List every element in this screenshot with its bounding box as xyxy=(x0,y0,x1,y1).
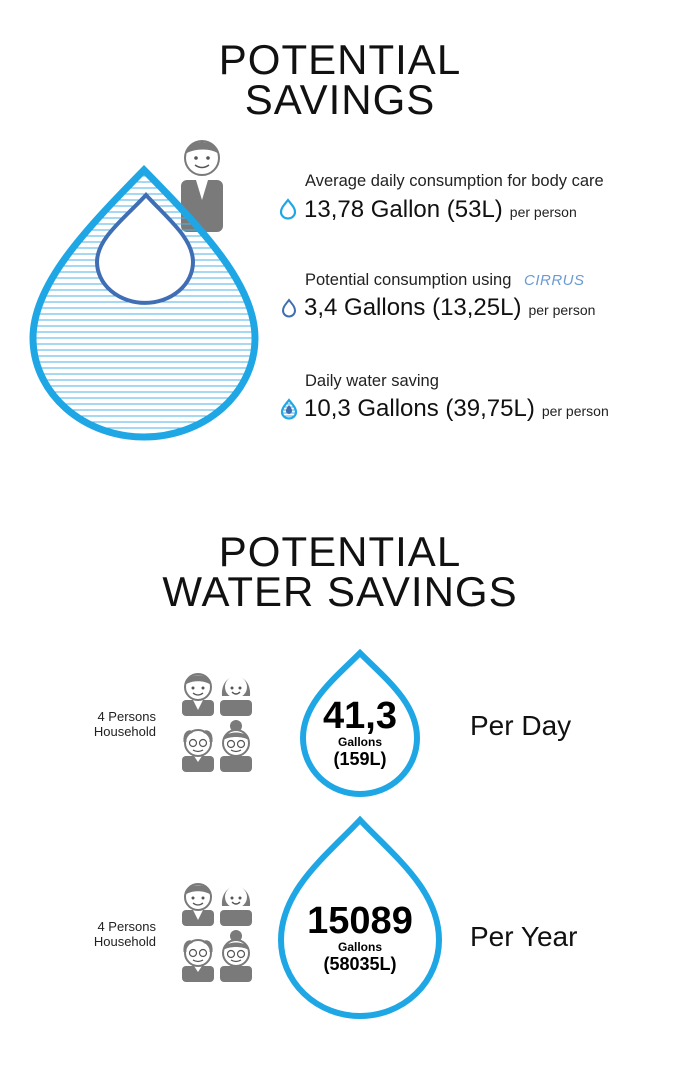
per-day-drop xyxy=(297,648,423,798)
grandfather-icon xyxy=(182,729,214,772)
stat-caption-saving: Daily water saving xyxy=(305,372,439,390)
grandfather-icon xyxy=(182,939,214,982)
stat-unit: per person xyxy=(528,302,596,318)
stat-value-potential: 3,4 Gallons (13,25L) per person xyxy=(304,294,595,322)
stat-value-text: 3,4 Gallons (13,25L) xyxy=(304,294,522,321)
amount-liters: (58035L) xyxy=(323,954,397,974)
household-line: Household xyxy=(93,934,156,949)
stat-value-average: 13,78 Gallon (53L) per person xyxy=(304,196,577,224)
stat-caption-potential: Potential consumption using CIRRUS xyxy=(305,271,585,290)
water-drop-filled-icon xyxy=(280,398,298,420)
stat-unit: per person xyxy=(509,204,577,220)
stat-caption-average: Average daily consumption for body care xyxy=(305,172,604,190)
household-line: Household xyxy=(93,724,156,739)
man-icon xyxy=(182,673,214,716)
stat-caption-text: Potential consumption using xyxy=(305,271,512,289)
family-icons xyxy=(180,670,256,774)
title-line: SAVINGS xyxy=(244,76,436,123)
amount-unit: Gallons xyxy=(337,735,382,749)
big-water-drop-illustration xyxy=(25,140,280,445)
title-line: POTENTIAL xyxy=(218,528,462,575)
woman-icon xyxy=(220,886,252,926)
household-label: 4 Persons Household xyxy=(40,919,156,949)
stat-value-saving: 10,3 Gallons (39,75L) per person xyxy=(304,395,609,423)
per-year-drop xyxy=(275,815,445,1020)
water-drop-small-icon xyxy=(281,298,297,318)
amount-liters: (159L) xyxy=(333,749,387,769)
water-drop-outline-icon xyxy=(279,198,297,220)
per-year-amount: 15089 Gallons (58035L) xyxy=(280,902,440,974)
stat-value-text: 10,3 Gallons (39,75L) xyxy=(304,395,535,422)
per-day-amount: 41,3 Gallons (159L) xyxy=(300,697,420,769)
grandmother-icon xyxy=(220,930,252,982)
amount-number: 41,3 xyxy=(323,695,397,737)
period-label-year: Per Year xyxy=(470,921,578,952)
man-icon xyxy=(182,883,214,926)
section-title-potential-water-savings: POTENTIAL WATER SAVINGS xyxy=(0,528,680,615)
woman-icon xyxy=(220,676,252,716)
title-line: POTENTIAL xyxy=(218,36,462,83)
stat-unit: per person xyxy=(541,403,609,419)
amount-number: 15089 xyxy=(307,900,413,942)
stat-value-text: 13,78 Gallon (53L) xyxy=(304,196,503,223)
cirrus-logo: CIRRUS xyxy=(523,272,585,289)
household-line: 4 Persons xyxy=(97,709,156,724)
section-title-potential-savings: POTENTIAL SAVINGS xyxy=(0,36,680,123)
amount-unit: Gallons xyxy=(337,940,382,954)
household-label: 4 Persons Household xyxy=(40,709,156,739)
household-line: 4 Persons xyxy=(97,919,156,934)
grandmother-icon xyxy=(220,720,252,772)
title-line: WATER SAVINGS xyxy=(162,568,518,615)
family-icons xyxy=(180,880,256,984)
period-label-day: Per Day xyxy=(470,710,572,741)
